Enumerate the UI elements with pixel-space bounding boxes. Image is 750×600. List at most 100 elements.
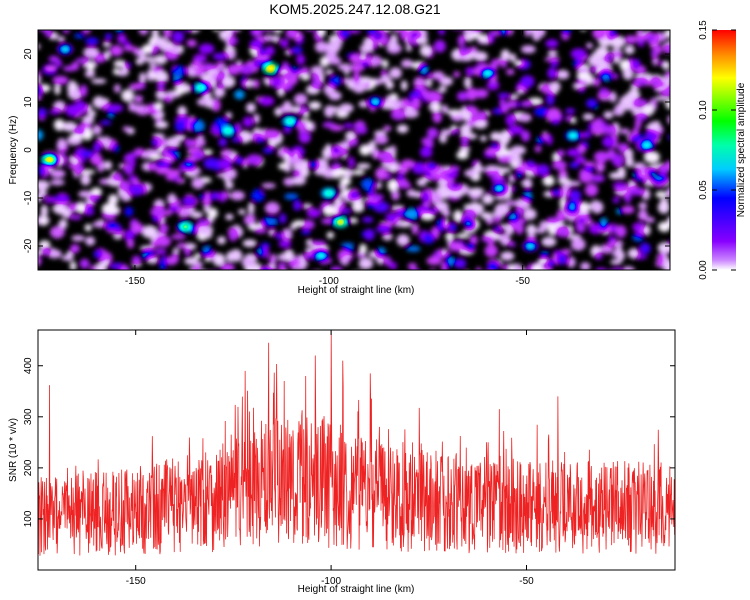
heatmap-blob: [546, 93, 555, 106]
heatmap-blob: [279, 213, 287, 224]
heatmap-blob: [566, 201, 579, 214]
heatmap-blob: [422, 201, 432, 208]
heatmap-blob: [482, 194, 494, 205]
heatmap-blob: [632, 98, 648, 106]
heatmap-blob: [464, 76, 472, 89]
heatmap-blob: [155, 236, 172, 247]
heatmap-blob: [184, 85, 192, 93]
heatmap-blob: [599, 217, 608, 231]
heatmap-blob: [202, 245, 212, 259]
heatmap-blob: [104, 33, 113, 40]
heatmap-blob: [546, 134, 553, 146]
heatmap-blob: [184, 138, 194, 148]
heatmap-blob: [622, 67, 634, 80]
heatmap-blob: [52, 204, 68, 214]
heatmap-blob: [434, 201, 449, 212]
bottom-y-tick-label: 400: [23, 357, 34, 374]
heatmap-blob: [505, 223, 514, 236]
heatmap-blob: [82, 115, 95, 124]
heatmap-blob: [520, 75, 535, 88]
heatmap-blob: [345, 130, 357, 142]
heatmap-blob: [389, 145, 397, 154]
chart-title: KOM5.2025.247.12.08.G21: [269, 1, 440, 17]
heatmap-blob: [609, 35, 626, 49]
heatmap-blob: [50, 226, 65, 239]
heatmap-blob: [464, 169, 477, 177]
heatmap-blob: [218, 137, 227, 147]
heatmap-blob: [369, 193, 384, 201]
heatmap-blob: [531, 263, 544, 270]
heatmap-blob: [576, 223, 586, 233]
heatmap-blob: [50, 179, 65, 186]
heatmap-blob: [87, 60, 95, 72]
heatmap-blob: [547, 67, 557, 79]
heatmap-hotspot: [483, 70, 493, 77]
heatmap-blob: [131, 255, 141, 264]
heatmap-blob: [500, 251, 515, 261]
heatmap-blob: [287, 155, 303, 165]
heatmap-blob: [500, 130, 512, 141]
heatmap-blob: [632, 232, 644, 242]
heatmap-blob: [571, 238, 586, 251]
heatmap-blob: [445, 232, 455, 242]
heatmap-blob: [349, 271, 365, 280]
heatmap-blob: [447, 222, 457, 232]
heatmap-blob: [376, 247, 386, 257]
heatmap-blob: [363, 37, 375, 50]
heatmap-blob: [336, 149, 348, 155]
heatmap-hotspot: [642, 142, 652, 149]
heatmap-blob: [628, 187, 644, 196]
heatmap-blob: [217, 158, 232, 170]
heatmap-blob: [290, 46, 303, 54]
heatmap-blob: [164, 210, 173, 216]
heatmap-blob: [58, 192, 66, 199]
heatmap-blob: [509, 53, 517, 63]
heatmap-blob: [470, 201, 480, 212]
heatmap-blob: [85, 37, 99, 46]
heatmap-blob: [667, 115, 670, 125]
heatmap-blob: [383, 125, 392, 132]
heatmap-blob: [403, 30, 407, 31]
heatmap-blob: [292, 163, 300, 171]
heatmap-blob: [43, 30, 52, 37]
heatmap-blob: [599, 70, 613, 82]
heatmap-blob: [113, 232, 123, 240]
heatmap-blob: [152, 133, 165, 139]
heatmap-blob: [38, 129, 44, 141]
heatmap-blob: [253, 113, 260, 124]
heatmap-blob: [484, 244, 498, 258]
heatmap-blob: [212, 52, 228, 61]
heatmap-blob: [154, 54, 167, 65]
heatmap-blob: [142, 44, 154, 54]
heatmap-blob: [521, 130, 531, 142]
heatmap-blob: [579, 170, 594, 183]
heatmap-blob: [420, 146, 432, 157]
heatmap-blob: [387, 179, 399, 192]
heatmap-blob: [397, 220, 413, 228]
heatmap-blob: [278, 240, 292, 248]
heatmap-blob: [101, 98, 110, 106]
bottom-y-tick-label: 100: [23, 510, 34, 527]
heatmap-blob: [427, 127, 439, 139]
heatmap-blob: [225, 180, 234, 190]
top-y-tick-label: 20: [23, 48, 34, 60]
heatmap-blob: [294, 31, 303, 42]
heatmap-blob: [559, 196, 567, 210]
heatmap-blob: [253, 61, 260, 68]
heatmap-blob: [142, 56, 158, 63]
heatmap-blob: [115, 224, 122, 234]
heatmap-blob: [139, 50, 146, 63]
heatmap-blob: [177, 106, 187, 117]
heatmap-blob: [499, 30, 508, 36]
heatmap-blob: [103, 160, 113, 170]
heatmap-blob: [655, 95, 670, 101]
heatmap-blob: [149, 62, 157, 69]
heatmap-blob: [38, 76, 42, 83]
heatmap-blob: [410, 22, 419, 30]
heatmap-blob: [324, 105, 335, 118]
heatmap-blob: [422, 233, 435, 244]
heatmap-blob: [241, 257, 255, 268]
heatmap-blob: [117, 33, 127, 44]
heatmap-blob: [100, 136, 112, 149]
top-x-tick-label: -50: [515, 276, 530, 287]
